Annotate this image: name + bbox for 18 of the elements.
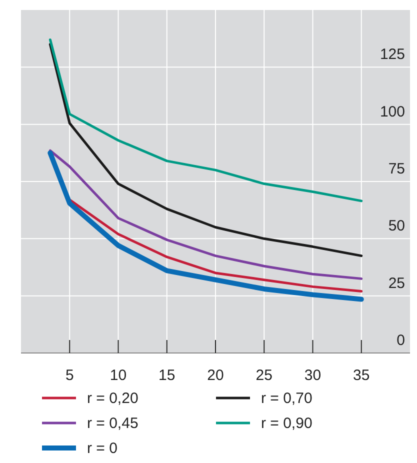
legend-label: r = 0,45 bbox=[87, 415, 138, 432]
x-tick-label: 15 bbox=[158, 367, 176, 384]
y-tick-label: 25 bbox=[388, 274, 405, 292]
y-tick-label: 75 bbox=[388, 160, 405, 178]
x-tick-label: 10 bbox=[110, 367, 127, 384]
legend-label: r = 0,20 bbox=[87, 390, 138, 407]
legend-label: r = 0,70 bbox=[261, 390, 312, 407]
legend-label: r = 0 bbox=[87, 440, 118, 457]
x-tick-label: 30 bbox=[304, 367, 322, 384]
y-tick-label: 100 bbox=[380, 103, 405, 120]
x-tick-label: 20 bbox=[207, 367, 224, 384]
x-tick-label: 5 bbox=[65, 367, 74, 384]
y-tick-label: 125 bbox=[380, 46, 405, 64]
y-tick-label: 0 bbox=[396, 332, 405, 349]
legend-label: r = 0,90 bbox=[261, 415, 312, 432]
x-tick-label: 35 bbox=[353, 367, 370, 384]
x-tick-label: 25 bbox=[256, 367, 272, 384]
y-tick-label: 50 bbox=[388, 218, 405, 235]
